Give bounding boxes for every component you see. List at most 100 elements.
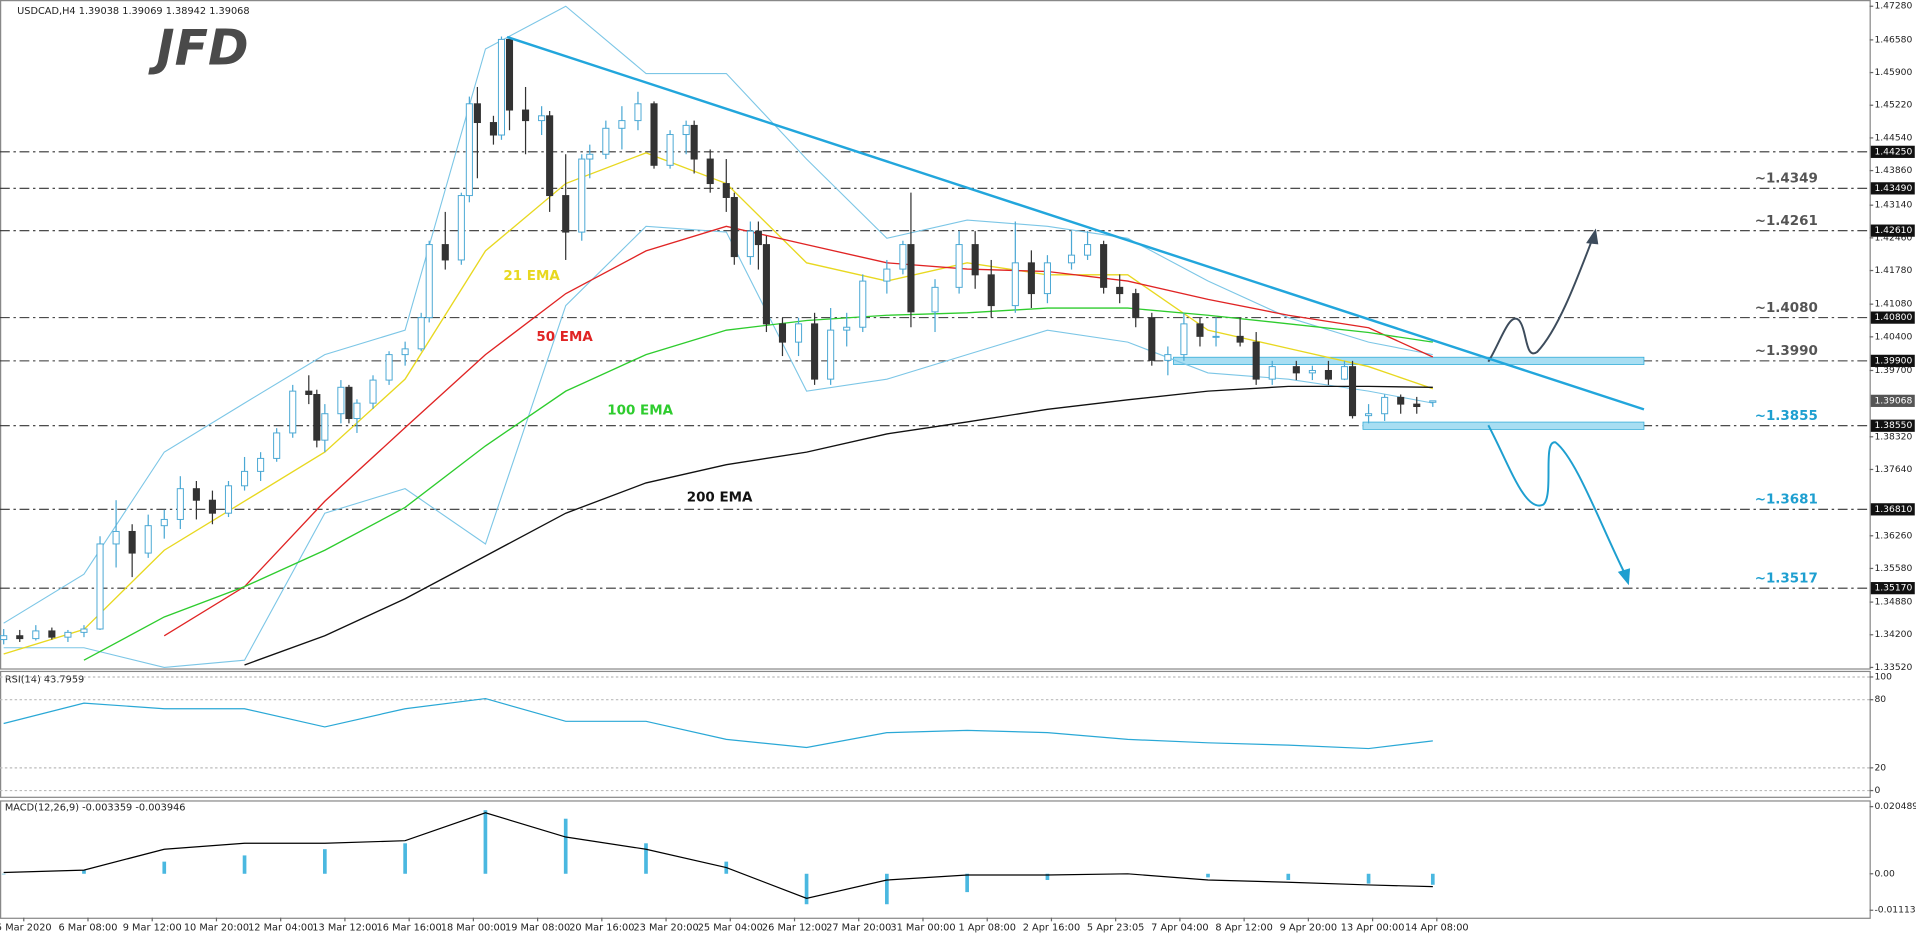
arrow-head	[1586, 228, 1599, 245]
candle-body	[353, 402, 361, 420]
y-tick-label: 20	[1874, 762, 1886, 773]
candle-body	[1308, 369, 1316, 374]
x-tick-label: 23 Mar 20:00	[633, 922, 698, 933]
candle-body	[1011, 262, 1019, 307]
level-label: 1.40800	[1874, 312, 1912, 323]
y-tick-label: 80	[1874, 694, 1886, 705]
macd-bar	[483, 810, 488, 874]
candle-body	[80, 628, 88, 633]
current-price-box	[1870, 394, 1915, 407]
ema-line	[163, 225, 1434, 637]
candle-body	[1348, 366, 1357, 417]
y-tick-label: 0	[1874, 785, 1880, 796]
y-tick-label: 1.36260	[1874, 530, 1912, 541]
level-note: ~1.3517	[1755, 571, 1818, 586]
ema-line	[244, 385, 1433, 666]
candle-body	[0, 635, 8, 641]
level-box	[1870, 354, 1915, 367]
candle-body	[489, 122, 497, 136]
candle-body	[457, 195, 465, 261]
level-box	[1870, 582, 1915, 595]
level-note: ~1.3681	[1755, 493, 1818, 508]
candle-body	[176, 488, 184, 520]
bearish-scenario-arrow	[1487, 424, 1627, 575]
y-tick-label: 1.47280	[1874, 1, 1912, 12]
series-label: 50 EMA	[536, 330, 593, 345]
y-tick-label: 1.40400	[1874, 331, 1912, 342]
candle-body	[1100, 244, 1108, 288]
level-box	[1870, 311, 1915, 324]
candle-body	[1365, 413, 1373, 417]
candle-body	[754, 230, 762, 246]
candle-body	[1164, 354, 1172, 361]
x-tick-label: 6 Mar 08:00	[58, 922, 117, 933]
candle-body	[497, 38, 506, 136]
candle-body	[337, 386, 345, 415]
y-tick-label: 1.34880	[1874, 597, 1912, 608]
macd-panel-frame	[0, 800, 1871, 919]
y-tick-label: 1.43860	[1874, 165, 1912, 176]
y-tick-label: 1.43140	[1874, 200, 1912, 211]
level-label: 1.35170	[1874, 583, 1912, 594]
candle-body	[1429, 400, 1437, 403]
macd-bar	[1286, 873, 1291, 880]
candle-body	[1148, 317, 1156, 361]
macd-bar	[82, 870, 86, 874]
bollinger-lower	[3, 225, 1433, 668]
candle-body	[618, 120, 626, 129]
candle-body	[441, 244, 449, 261]
y-tick-label: 1.44540	[1874, 132, 1912, 143]
x-tick-label: 14 Apr 08:00	[1405, 922, 1469, 933]
candle-body	[425, 244, 433, 319]
candle-body	[586, 153, 594, 160]
macd-bar	[1, 873, 6, 875]
candle-body	[1292, 366, 1300, 374]
series-label: 21 EMA	[503, 269, 560, 284]
y-tick-label: 100	[1874, 671, 1892, 682]
arrow-head	[1617, 568, 1631, 586]
macd-bar	[563, 818, 568, 874]
candle-body	[401, 348, 409, 356]
candle-body	[1132, 293, 1140, 319]
y-tick-label: 1.35580	[1874, 563, 1912, 574]
candle-body	[48, 630, 56, 638]
level-label: 1.38550	[1874, 420, 1912, 431]
level-note: ~1.4261	[1755, 214, 1818, 229]
x-tick-label: 9 Apr 20:00	[1280, 922, 1337, 933]
macd-bar	[644, 843, 648, 874]
level-note: ~1.3855	[1755, 409, 1818, 424]
macd-bar	[804, 873, 809, 905]
macd-bar	[323, 849, 327, 874]
x-tick-label: 13 Apr 00:00	[1341, 922, 1405, 933]
candle-body	[730, 197, 738, 258]
candle-body	[369, 379, 377, 404]
y-tick-label: 0.020489	[1874, 801, 1916, 812]
y-tick-label: -0.011132	[1874, 905, 1916, 916]
candle-body	[1252, 341, 1260, 380]
candle-body	[1067, 254, 1076, 264]
candle-body	[578, 158, 586, 233]
candle-body	[241, 470, 249, 487]
zone	[1173, 356, 1645, 365]
y-tick-label: 0.00	[1874, 868, 1895, 879]
candle-body	[1180, 323, 1188, 356]
level-note: ~1.3990	[1755, 344, 1818, 359]
level-label: 1.42610	[1874, 225, 1912, 236]
candle-body	[144, 525, 152, 554]
main-panel-frame	[0, 0, 1871, 670]
candle-body	[1084, 244, 1092, 256]
candle-body	[224, 485, 233, 514]
candle-body	[746, 230, 754, 258]
y-tick-label: 1.39700	[1874, 365, 1912, 376]
candle-body	[417, 317, 425, 350]
candle-body	[1116, 286, 1124, 295]
candle-body	[843, 326, 851, 331]
x-tick-label: 26 Mar 12:00	[762, 922, 827, 933]
logo: JFD	[147, 19, 248, 76]
current-price-label: 1.39068	[1874, 395, 1912, 406]
candle-body	[465, 103, 473, 197]
y-tick-label: 1.37640	[1874, 464, 1912, 475]
y-tick-label: 1.45900	[1874, 67, 1912, 78]
y-tick-label: 1.38320	[1874, 431, 1912, 442]
